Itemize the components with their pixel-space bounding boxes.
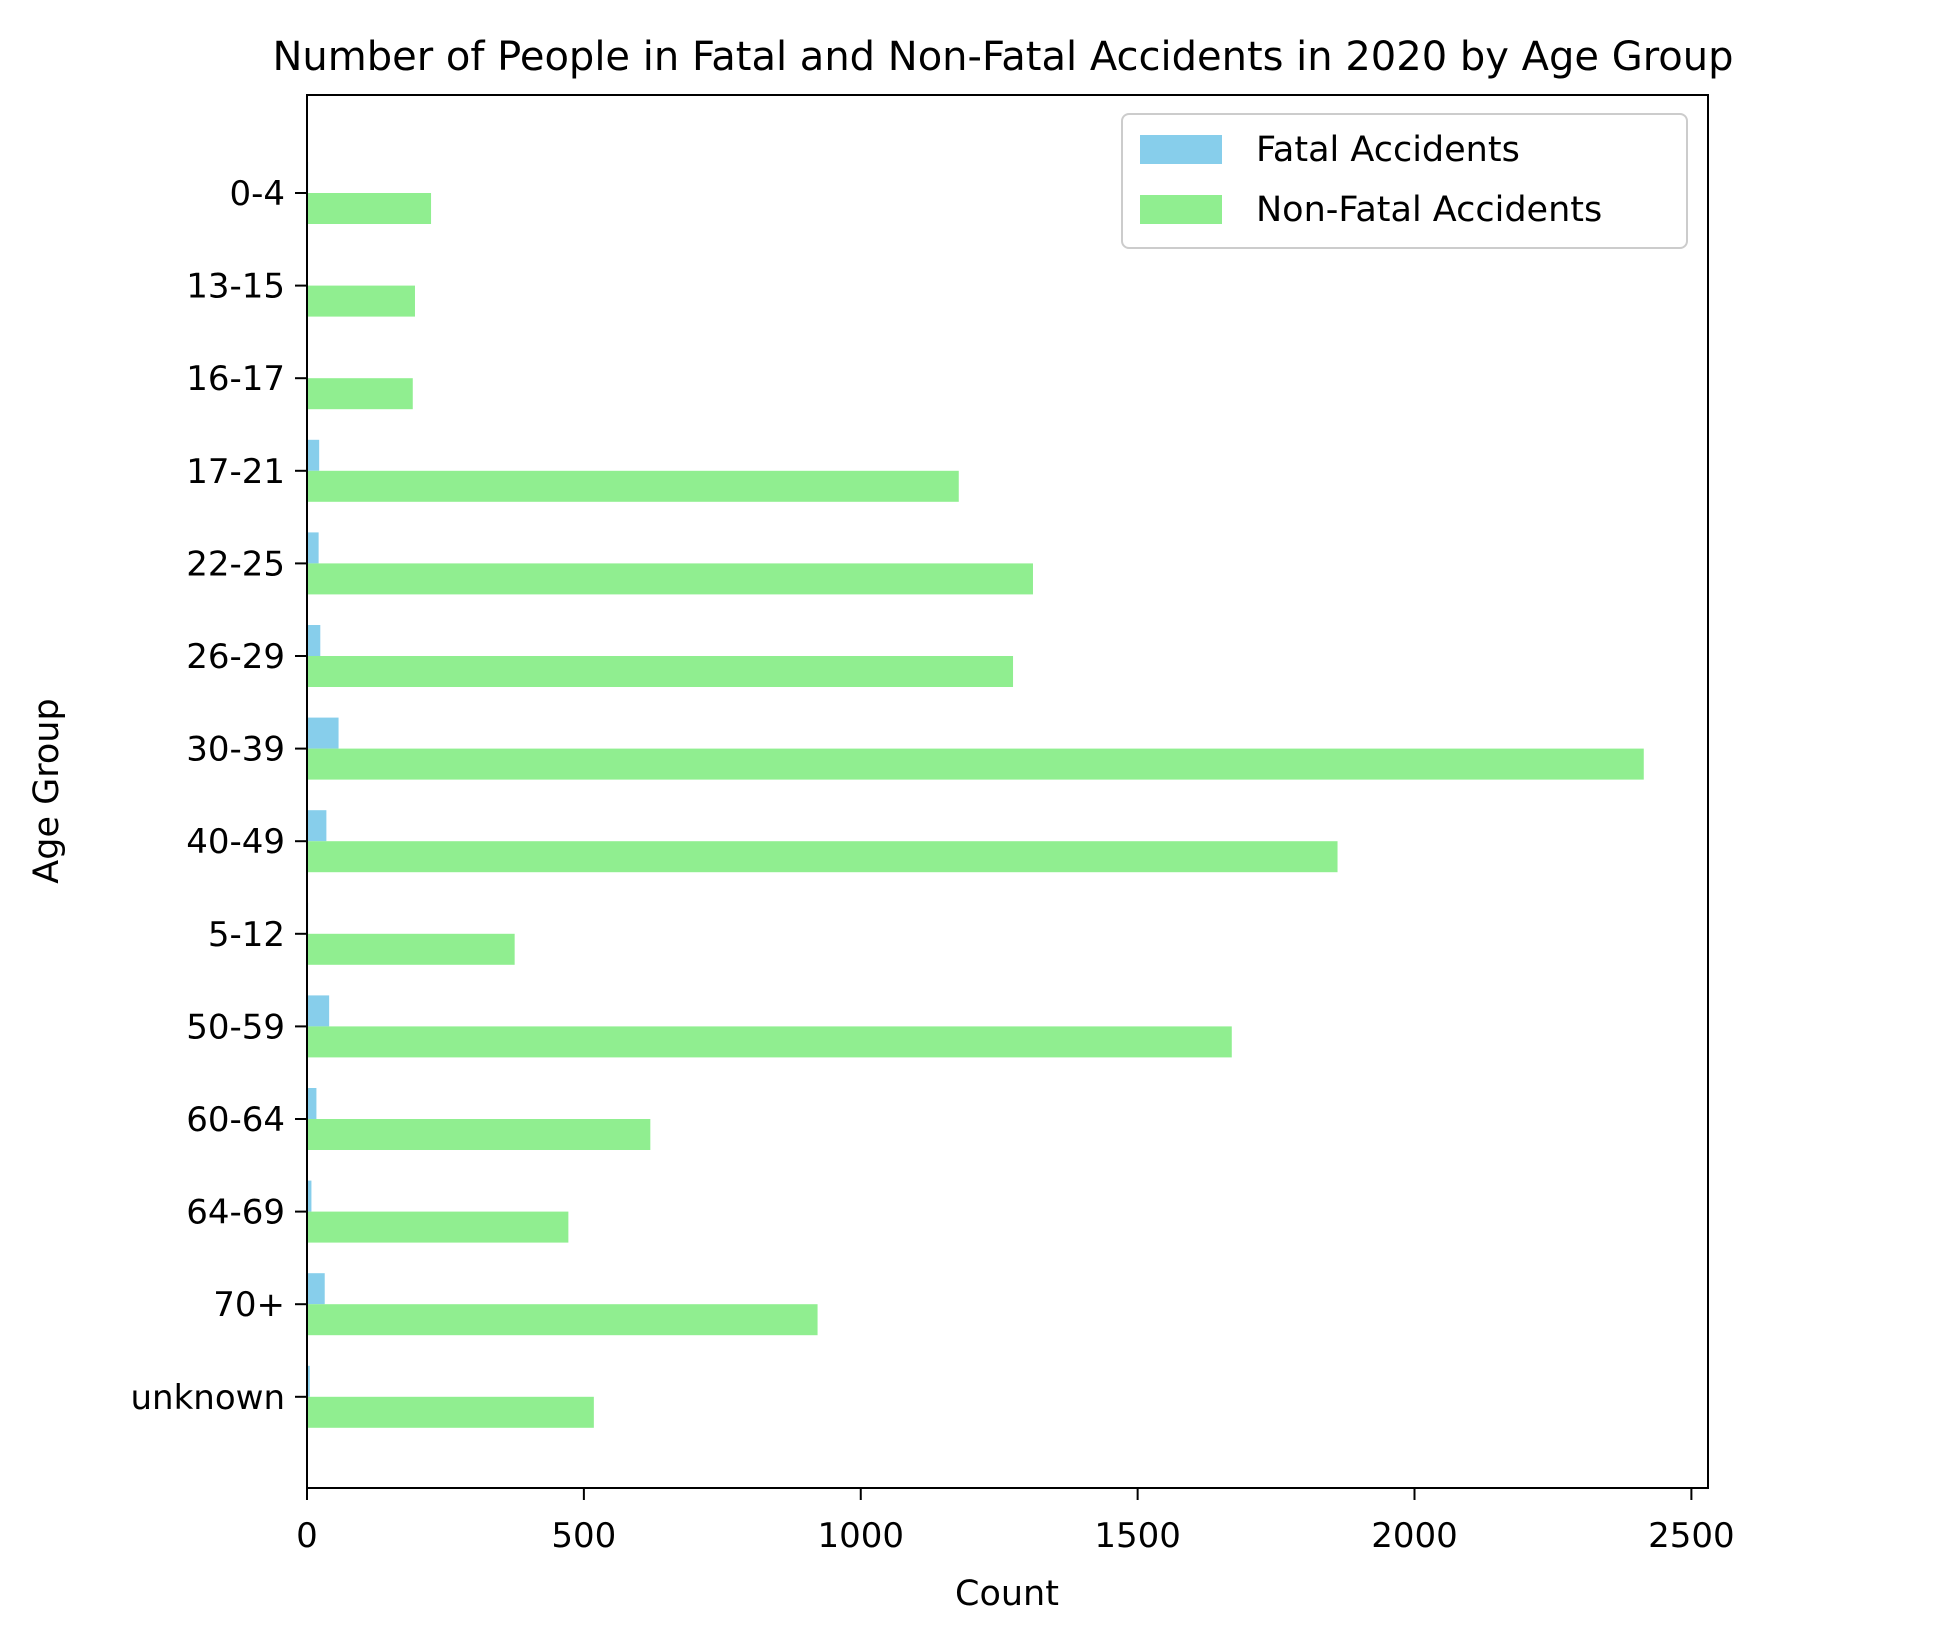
legend-swatch-fatal-accidents (1140, 135, 1222, 164)
bar-non-fatal-accidents-40-49 (307, 841, 1338, 873)
bar-fatal-accidents-70 (307, 1273, 325, 1305)
legend-swatch-non-fatal-accidents (1140, 195, 1222, 224)
x-axis-label: Count (955, 1574, 1059, 1614)
x-tick-label-1000: 1000 (817, 1516, 904, 1556)
y-tick-label-60-64: 60-64 (186, 1100, 285, 1140)
bar-non-fatal-accidents-16-17 (307, 378, 413, 410)
bar-fatal-accidents-40-49 (307, 810, 327, 842)
bar-non-fatal-accidents-13-15 (307, 285, 415, 317)
plot-frame (306, 94, 1709, 1489)
bars-group (307, 162, 1644, 1428)
bar-non-fatal-accidents-64-69 (307, 1211, 569, 1243)
y-tick-label-40-49: 40-49 (186, 822, 285, 862)
y-tick-label-26-29: 26-29 (186, 637, 285, 677)
legend-box (1121, 113, 1688, 249)
bar-fatal-accidents-22-25 (307, 532, 319, 564)
bar-fatal-accidents-50-59 (307, 995, 330, 1027)
x-tick-label-2500: 2500 (1648, 1516, 1735, 1556)
y-axis-label: Age Group (27, 698, 67, 883)
y-axis-ticks: 0-4 13-15 16-17 17-21 22-25 26-29 30-39 40-49 5-… (131, 174, 307, 1418)
y-tick-label-22-25: 22-25 (186, 544, 285, 584)
bar-non-fatal-accidents-30-39 (307, 748, 1644, 780)
bar-non-fatal-accidents-22-25 (307, 563, 1033, 595)
y-tick-label-64-69: 64-69 (186, 1193, 285, 1233)
x-axis-ticks: 0 500 1000 1500 2000 2500 (296, 1488, 1735, 1556)
legend-label-fatal-accidents: Fatal Accidents (1256, 130, 1520, 170)
bar-non-fatal-accidents-70 (307, 1304, 818, 1336)
y-tick-label-16-17: 16-17 (186, 359, 285, 399)
legend-label-non-fatal-accidents: Non-Fatal Accidents (1256, 190, 1602, 230)
bar-fatal-accidents-26-29 (307, 625, 321, 656)
bar-non-fatal-accidents-60-64 (307, 1119, 651, 1150)
legend: Fatal Accidents Non-Fatal Accidents (1121, 113, 1688, 249)
bar-fatal-accidents-17-21 (307, 439, 320, 471)
bar-fatal-accidents-unknown (307, 1365, 310, 1397)
y-tick-label-unknown: unknown (131, 1378, 286, 1418)
y-tick-label-17-21: 17-21 (186, 452, 285, 492)
y-tick-label-70: 70+ (213, 1285, 285, 1325)
x-tick-label-1500: 1500 (1094, 1516, 1181, 1556)
y-tick-label-0-4: 0-4 (229, 174, 285, 214)
bar-non-fatal-accidents-26-29 (307, 656, 1014, 687)
bar-non-fatal-accidents-0-4 (307, 193, 432, 224)
bar-fatal-accidents-60-64 (307, 1088, 317, 1119)
chart-title: Number of People in Fatal and Non-Fatal … (272, 34, 1733, 80)
y-tick-label-13-15: 13-15 (186, 267, 285, 307)
y-tick-label-50-59: 50-59 (186, 1007, 285, 1047)
bar-fatal-accidents-64-69 (307, 1180, 312, 1212)
bar-non-fatal-accidents-50-59 (307, 1026, 1232, 1058)
x-tick-label-500: 500 (551, 1516, 616, 1556)
bar-non-fatal-accidents-17-21 (307, 470, 959, 502)
x-tick-label-0: 0 (296, 1516, 318, 1556)
bar-non-fatal-accidents-unknown (307, 1396, 594, 1428)
bar-non-fatal-accidents-5-12 (307, 933, 515, 965)
y-tick-label-5-12: 5-12 (208, 915, 285, 955)
bar-fatal-accidents-30-39 (307, 717, 339, 749)
x-tick-label-2000: 2000 (1371, 1516, 1458, 1556)
y-tick-label-30-39: 30-39 (186, 730, 285, 770)
